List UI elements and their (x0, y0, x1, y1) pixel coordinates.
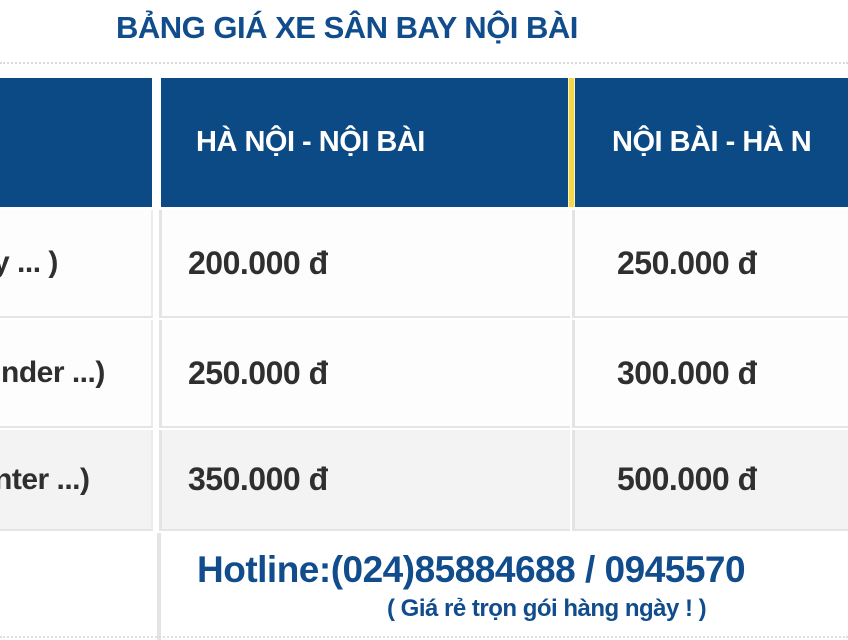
price-cell-route1: 350.000 đ (159, 430, 570, 531)
header-route1-label: HÀ NỘI - NỘI BÀI (196, 126, 425, 158)
price-cell-route2: 300.000 đ (572, 320, 848, 428)
price-cell-route2: 250.000 đ (572, 210, 848, 318)
price-cell-route1: 200.000 đ (159, 210, 570, 318)
vehicle-label: y ... ) (0, 246, 58, 279)
header-route1-cell: HÀ NỘI - NỘI BÀI (161, 78, 568, 207)
table-row: nter ...) 350.000 đ 500.000 đ (0, 430, 848, 531)
price-cell-route1: 250.000 đ (159, 320, 570, 428)
vehicle-cell: nter ...) (0, 430, 153, 531)
promo-note: ( Giá rẻ trọn gói hàng ngày ! ) (387, 595, 707, 622)
table-row: y ... ) 200.000 đ 250.000 đ (0, 210, 848, 318)
header-route2-cell: NỘI BÀI - HÀ N (575, 78, 848, 207)
vehicle-cell: nder ...) (0, 320, 153, 428)
yellow-divider (568, 78, 575, 207)
footer-divider-line (157, 533, 161, 640)
top-divider (0, 62, 848, 64)
header-vehicle-cell (0, 78, 152, 207)
table-row: nder ...) 250.000 đ 300.000 đ (0, 320, 848, 428)
vehicle-label: nter ...) (0, 462, 90, 496)
page-title: BẢNG GIÁ XE SÂN BAY NỘI BÀI (116, 10, 578, 45)
footer: Hotline:(024)85884688 / 0945570 ( Giá rẻ… (161, 533, 848, 640)
price-cell-route2: 500.000 đ (572, 430, 848, 531)
header-route2-label: NỘI BÀI - HÀ N (612, 126, 812, 158)
vehicle-label: nder ...) (1, 356, 105, 389)
bottom-divider (0, 636, 848, 638)
hotline-text: Hotline:(024)85884688 / 0945570 (197, 549, 746, 590)
vehicle-cell: y ... ) (0, 210, 153, 318)
